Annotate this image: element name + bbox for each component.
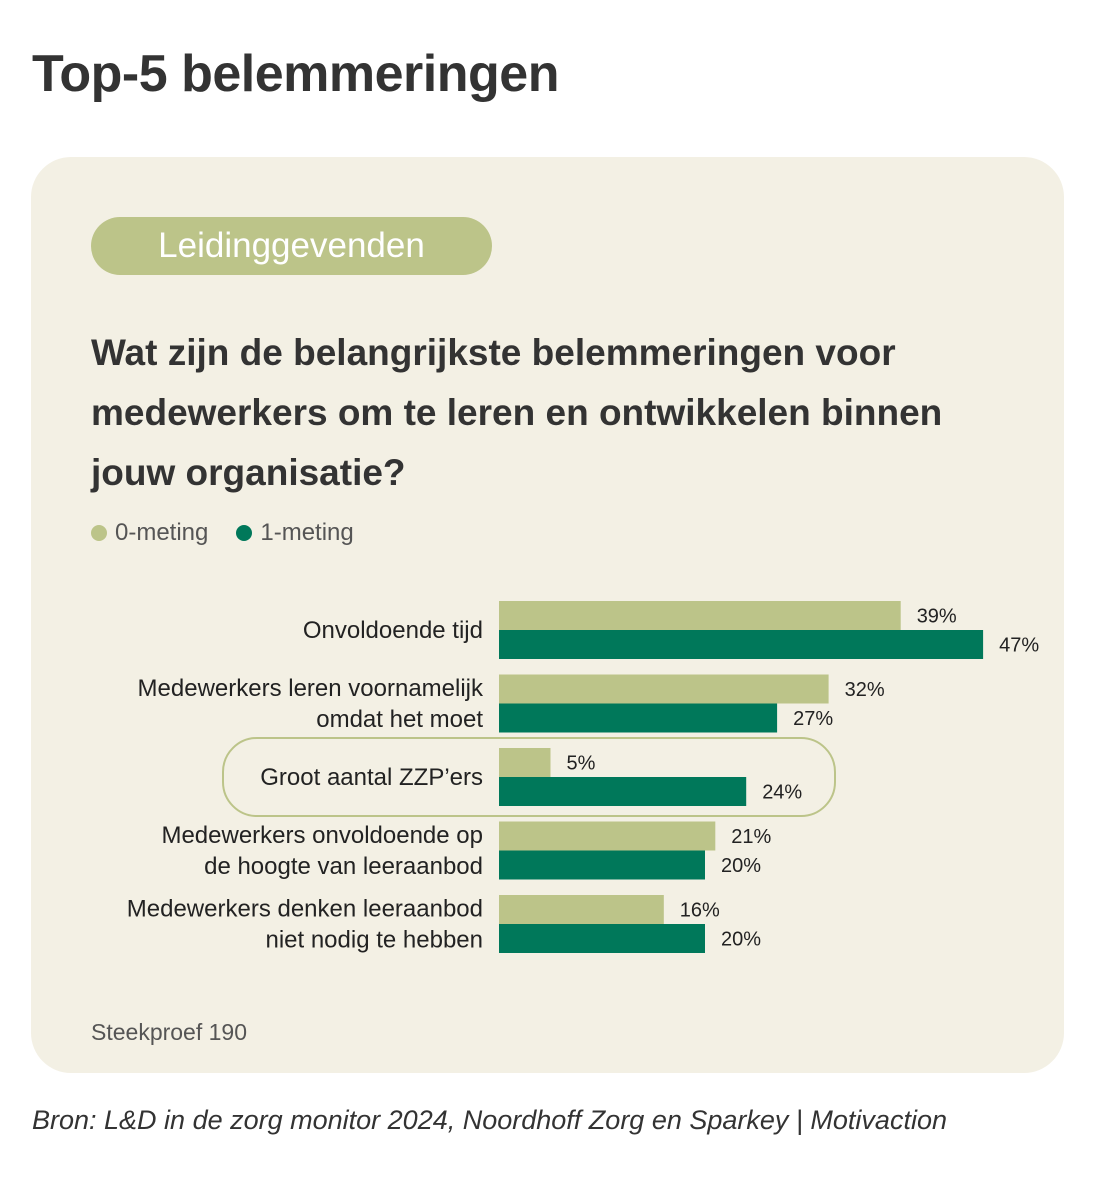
legend-item-1: 1-meting [236,519,354,547]
data-label: 27% [793,708,833,730]
question-title: Wat zijn de belangrijkste belemmeringen … [91,332,943,493]
legend-dot-icon [91,525,107,541]
sample-note: Steekproef 190 [91,1019,248,1045]
data-label: 5% [567,753,596,775]
bar-meting-0 [499,674,829,704]
source-note: Bron: L&D in de zorg monitor 2024, Noord… [32,1105,947,1135]
data-label: 39% [917,606,957,628]
data-label: 21% [731,826,771,848]
data-label: 32% [845,679,885,701]
highlight-outline [222,737,836,817]
legend-item-0: 0-meting [91,519,208,547]
bar-meting-0 [499,748,551,777]
data-label: 20% [721,929,761,951]
legend: 0-meting 1-meting [91,519,382,547]
bar-meting-1 [499,850,705,880]
legend-label: 1-meting [260,519,354,546]
bar-meting-0 [499,895,664,924]
bar-meting-1 [499,630,984,659]
audience-pill: Leidinggevenden [91,217,492,275]
data-label: 47% [999,635,1039,657]
legend-label: 0-meting [115,519,209,546]
category-label: Medewerkers leren voornamelijk omdat het … [138,675,484,733]
legend-dot-icon [236,525,253,541]
category-label: Onvoldoende tijd [303,617,483,644]
data-label: 24% [762,782,802,804]
bar-chart: Onvoldoende tijd 39% 47% Medewerkers leren … [127,601,1039,954]
category-label: Medewerkers denken leeraanbod niet nodig … [127,896,483,954]
category-label: Medewerkers onvoldoende op de hoogte van … [161,822,483,880]
bar-meting-0 [499,821,716,851]
bar-meting-1 [499,924,705,953]
data-label: 16% [680,900,720,922]
page-title: Top-5 belemmeringen [32,45,559,103]
data-label: 20% [721,855,761,877]
category-label: Groot aantal ZZP’ers [260,764,483,791]
bar-meting-0 [499,601,901,630]
bar-meting-1 [499,703,778,733]
bar-meting-1 [499,777,747,806]
chart-card: Leidinggevenden Wat zijn de belangrijkst… [31,157,1064,1073]
